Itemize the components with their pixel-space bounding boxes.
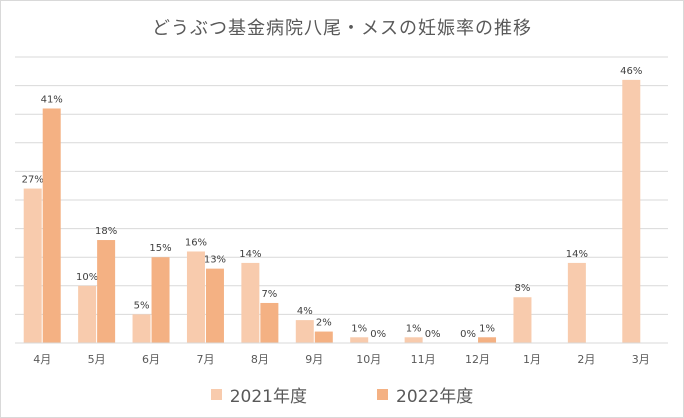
data-label: 4% (297, 306, 313, 317)
data-label: 0% (370, 329, 386, 340)
x-tick-label: 4月 (33, 353, 51, 366)
x-tick-label: 8月 (251, 353, 269, 366)
x-tick-label: 5月 (88, 353, 106, 366)
data-label: 46% (620, 66, 642, 77)
bar-2022-5 (260, 302, 279, 343)
legend-swatch-2021 (210, 389, 222, 400)
x-tick-label: 7月 (196, 353, 214, 366)
bar-2021-12 (622, 79, 641, 343)
legend-label-2022: 2022年度 (396, 387, 474, 407)
bar-2021-6 (295, 320, 314, 343)
legend-swatch-2022 (377, 389, 388, 400)
legend: 2021年度 2022年度 (0, 382, 684, 407)
data-label: 1% (406, 323, 422, 334)
bar-2021-10 (513, 297, 532, 343)
data-label: 10% (76, 272, 98, 283)
x-tick-label: 2月 (577, 353, 595, 366)
bar-2022-3 (151, 257, 170, 343)
data-label: 16% (185, 237, 207, 248)
chart-title: どうぶつ基金病院八尾・メスの妊娠率の推移 (152, 18, 532, 39)
data-label: 14% (239, 249, 261, 260)
data-label: 18% (95, 226, 117, 237)
x-tick-label: 10月 (356, 353, 381, 366)
x-tick-label: 9月 (305, 353, 323, 366)
data-label: 41% (41, 94, 63, 105)
bar-2022-4 (205, 268, 224, 343)
data-label: 0% (425, 329, 441, 340)
bar-2022-9 (478, 337, 497, 343)
data-label: 7% (261, 289, 277, 300)
bar-2022-2 (97, 240, 116, 343)
data-label: 2% (316, 318, 332, 329)
bar-2021-1 (23, 188, 42, 343)
bar-2021-11 (567, 262, 586, 343)
data-label: 1% (479, 323, 495, 334)
data-label: 27% (22, 175, 44, 186)
data-label: 0% (460, 329, 476, 340)
x-tick-label: 12月 (465, 353, 490, 366)
legend-item-2022: 2022年度 (377, 382, 473, 407)
x-tick-label: 6月 (142, 353, 160, 366)
data-label: 15% (149, 243, 171, 254)
data-label: 13% (204, 255, 226, 266)
bar-2022-1 (42, 108, 61, 343)
data-label: 1% (351, 323, 367, 334)
bar-2021-2 (78, 285, 97, 343)
bar-2022-6 (314, 331, 333, 343)
data-label: 8% (515, 283, 531, 294)
x-tick-label: 3月 (632, 353, 650, 366)
bar-2021-8 (404, 337, 423, 343)
data-label: 5% (134, 300, 150, 311)
data-label: 14% (566, 249, 588, 260)
bar-2021-5 (241, 262, 260, 343)
bar-2021-7 (350, 337, 369, 343)
x-tick-label: 11月 (411, 353, 436, 366)
bar-2021-3 (132, 314, 151, 343)
legend-item-2021: 2021年度 (210, 382, 307, 407)
bar-2021-4 (186, 251, 205, 343)
x-tick-label: 1月 (523, 353, 541, 366)
legend-label-2021: 2021年度 (229, 387, 307, 407)
